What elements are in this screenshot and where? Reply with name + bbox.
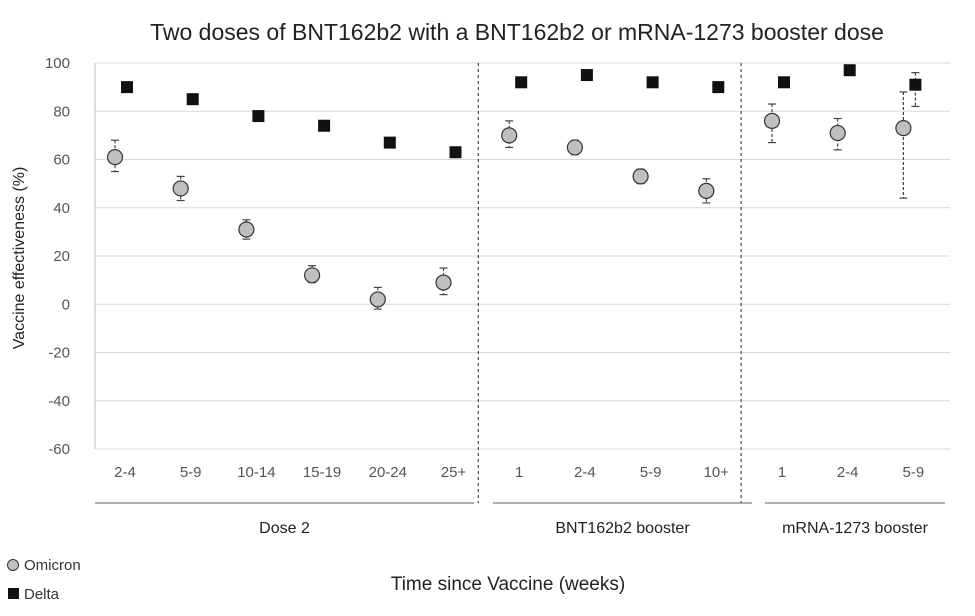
y-tick-label: 80 [53,103,70,120]
omicron-point [501,127,518,144]
x-tick-label: 15-19 [303,464,341,481]
x-tick-label: 10+ [704,464,730,481]
group-label: Dose 2 [259,520,310,537]
legend-omicron-marker [7,559,19,571]
y-tick-label: 0 [62,296,70,313]
delta-point [580,69,593,82]
legend-delta-marker [8,588,19,599]
delta-point [318,119,331,132]
x-axis-label: Time since Vaccine (weeks) [391,574,625,595]
x-tick-label: 5-9 [903,464,925,481]
x-tick-label: 10-14 [237,464,275,481]
y-tick-label: -60 [48,441,70,458]
x-tick-label: 25+ [441,464,467,481]
delta-point [646,76,659,89]
group-label: BNT162b2 booster [555,520,690,537]
x-tick-label: 1 [778,464,786,481]
delta-point [383,136,396,149]
delta-point [252,110,265,123]
delta-point [909,78,922,91]
legend-omicron-label: Omicron [24,557,81,574]
x-tick-label: 20-24 [369,464,407,481]
y-tick-label: 60 [53,152,70,169]
delta-point [121,81,133,94]
x-tick-label: 5-9 [180,464,202,481]
delta-point [449,146,462,159]
legend: Omicron Delta [7,557,81,603]
omicron-point [304,267,321,284]
y-tick-label: 20 [53,248,70,265]
gridlines [95,62,950,450]
omicron-point [895,120,912,137]
delta-point [843,64,856,77]
y-tick-label: -20 [48,345,70,362]
y-tick-label: 40 [53,200,70,217]
omicron-point [698,182,715,199]
omicron-point [763,112,781,130]
x-tick-label: 2-4 [574,464,596,481]
x-tick-label: 1 [515,464,523,481]
delta-point [778,76,790,89]
x-tick-label: 2-4 [837,464,859,481]
delta-point [186,93,199,106]
group-labels: Dose 2 BNT162b2 booster mRNA-1273 booster [95,502,945,537]
x-tick-label: 2-4 [114,464,136,481]
legend-delta-label: Delta [24,586,60,603]
chart-title: Two doses of BNT162b2 with a BNT162b2 or… [150,19,884,45]
omicron-point [369,291,386,308]
group-dividers [477,63,742,503]
omicron-point [172,180,189,197]
delta-point [515,76,528,89]
omicron-point [632,168,649,185]
delta-point [712,81,725,94]
error-bars [111,72,920,310]
omicron-point [435,274,452,291]
omicron-point [106,148,124,166]
omicron-point [238,221,255,238]
x-tick-label: 5-9 [640,464,662,481]
y-tick-label: -40 [48,393,70,410]
y-axis-label: Vaccine effectiveness (%) [11,167,28,350]
omicron-point [566,139,584,156]
omicron-point [829,124,846,142]
data-points [106,64,922,308]
x-tick-labels: 2-4 5-9 10-14 15-19 20-24 25+ 1 2-4 5-9 10+ 1 2-4 5-… [114,464,924,481]
y-tick-labels: -60 -40 -20 0 20 40 60 80 100 [45,55,70,458]
y-tick-label: 100 [45,55,70,72]
group-label: mRNA-1273 booster [782,520,929,537]
